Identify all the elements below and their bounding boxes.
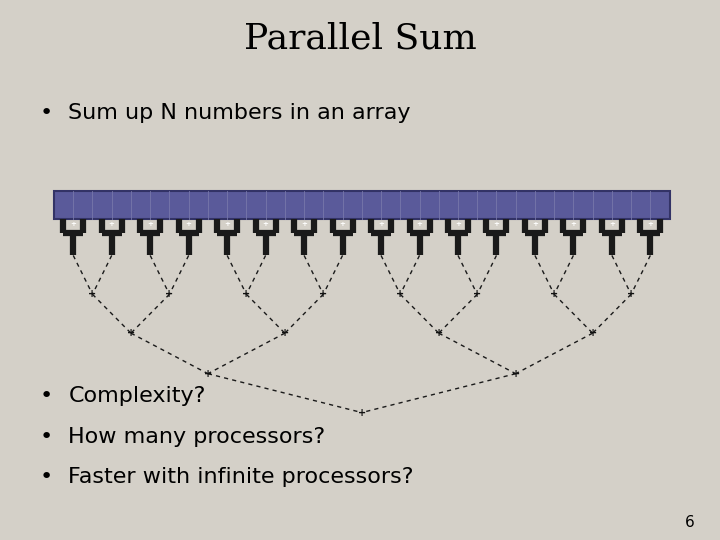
Text: +: + xyxy=(89,289,96,299)
Text: +: + xyxy=(512,369,520,379)
Text: •: • xyxy=(40,467,53,487)
Text: +: + xyxy=(588,328,597,338)
Text: +: + xyxy=(396,289,405,299)
Text: •: • xyxy=(40,386,53,406)
Text: +: + xyxy=(148,221,153,227)
Text: Sum up N numbers in an array: Sum up N numbers in an array xyxy=(68,103,411,123)
Text: +: + xyxy=(473,289,481,299)
Text: +: + xyxy=(301,221,307,227)
Text: +: + xyxy=(281,328,289,338)
Text: +: + xyxy=(127,328,135,338)
Text: +: + xyxy=(532,221,538,227)
Text: +: + xyxy=(263,221,269,227)
Text: +: + xyxy=(417,221,423,227)
Text: +: + xyxy=(358,408,366,417)
Text: +: + xyxy=(224,221,230,227)
Text: +: + xyxy=(570,221,576,227)
Text: Parallel Sum: Parallel Sum xyxy=(243,22,477,56)
Text: +: + xyxy=(493,221,500,227)
Text: +: + xyxy=(378,221,384,227)
Text: +: + xyxy=(243,289,251,299)
Text: +: + xyxy=(627,289,635,299)
Text: +: + xyxy=(647,221,653,227)
Text: •: • xyxy=(40,427,53,447)
Text: 6: 6 xyxy=(685,515,695,530)
Text: +: + xyxy=(340,221,346,227)
Text: +: + xyxy=(109,221,114,227)
Text: +: + xyxy=(71,221,76,227)
Text: Faster with infinite processors?: Faster with infinite processors? xyxy=(68,467,414,487)
Text: +: + xyxy=(166,289,174,299)
Bar xyxy=(54,191,670,219)
Text: +: + xyxy=(319,289,328,299)
Text: +: + xyxy=(455,221,461,227)
Text: How many processors?: How many processors? xyxy=(68,427,325,447)
Text: Complexity?: Complexity? xyxy=(68,386,206,406)
Text: +: + xyxy=(204,369,212,379)
Text: +: + xyxy=(550,289,558,299)
Text: +: + xyxy=(435,328,443,338)
Text: •: • xyxy=(40,103,53,123)
Text: +: + xyxy=(186,221,192,227)
Text: +: + xyxy=(609,221,615,227)
